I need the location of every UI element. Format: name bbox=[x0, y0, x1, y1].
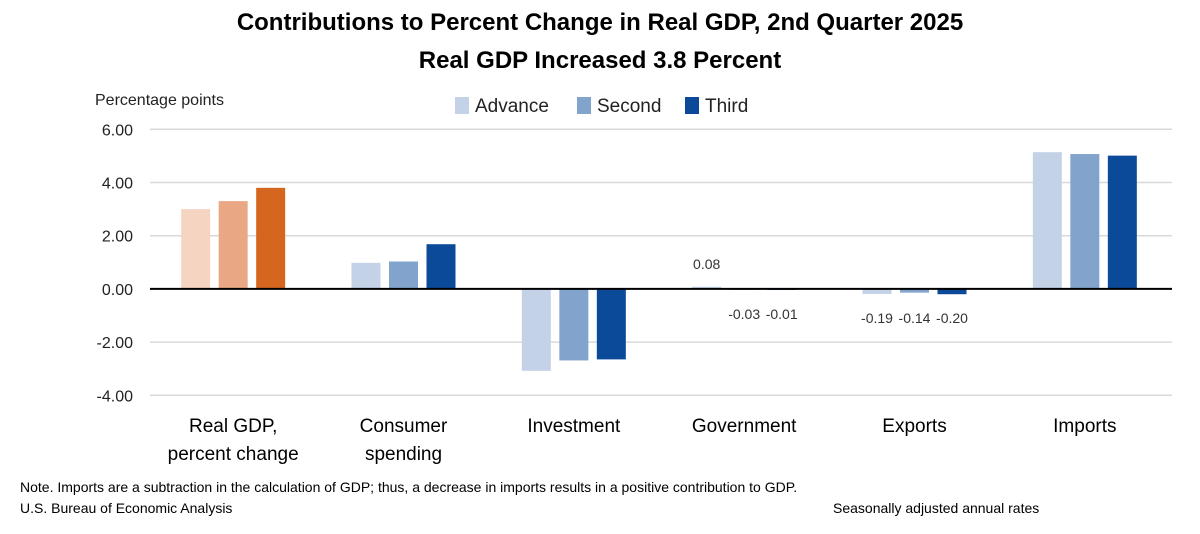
y-axis-ticks: -4.00 -2.00 0.00 2.00 4.00 6.00 bbox=[97, 122, 134, 405]
bar-third bbox=[596, 288, 626, 360]
y-axis-label: Percentage points bbox=[95, 92, 224, 109]
chart-subtitle: Real GDP Increased 3.8 Percent bbox=[419, 47, 781, 74]
bar-second bbox=[389, 261, 418, 289]
y-tick-label: 0.00 bbox=[102, 282, 133, 299]
bar-second bbox=[559, 288, 589, 361]
data-label: 0.08 bbox=[693, 256, 720, 272]
legend-swatch-third bbox=[685, 97, 699, 114]
bar-third bbox=[426, 244, 456, 289]
bar-third bbox=[937, 288, 967, 295]
x-tick-label: Real GDP, percent change bbox=[168, 416, 299, 465]
bar-advance bbox=[692, 286, 722, 289]
legend-label: Second bbox=[597, 96, 661, 117]
footer-rates: Seasonally adjusted annual rates bbox=[833, 500, 1039, 516]
bar-third bbox=[1107, 155, 1137, 289]
bar-advance bbox=[521, 288, 551, 371]
data-label: -0.14 bbox=[899, 310, 931, 326]
bar-advance bbox=[181, 209, 211, 289]
legend-label: Advance bbox=[475, 96, 549, 117]
legend-swatch-second bbox=[577, 97, 591, 114]
data-label: -0.19 bbox=[861, 310, 893, 326]
legend: Advance Second Third bbox=[455, 96, 748, 117]
x-tick-label: Investment bbox=[527, 416, 621, 437]
bar-second bbox=[1070, 154, 1100, 289]
y-tick-label: -4.00 bbox=[97, 388, 134, 405]
bar-second bbox=[900, 288, 929, 293]
data-label: -0.01 bbox=[766, 306, 798, 322]
x-tick-label: Exports bbox=[882, 416, 946, 437]
x-axis-labels: Real GDP, percent change Consumer spending I… bbox=[168, 416, 1117, 465]
bar-advance bbox=[1032, 152, 1062, 289]
footer-source: U.S. Bureau of Economic Analysis bbox=[20, 500, 232, 516]
bar-third bbox=[256, 187, 286, 289]
y-tick-label: 6.00 bbox=[102, 122, 133, 139]
y-tick-label: 4.00 bbox=[102, 176, 133, 193]
data-labels: 0.08 -0.03 -0.01 -0.19 -0.14 -0.20 bbox=[693, 256, 968, 326]
x-tick-label: Imports bbox=[1053, 416, 1116, 437]
legend-label: Third bbox=[705, 96, 748, 117]
y-tick-label: -2.00 bbox=[97, 335, 134, 352]
bar-second bbox=[218, 201, 248, 289]
x-tick-label: Consumer spending bbox=[360, 416, 448, 465]
bar-advance bbox=[351, 262, 381, 289]
footer-note: Note. Imports are a subtraction in the c… bbox=[20, 479, 797, 495]
chart-title: Contributions to Percent Change in Real … bbox=[237, 9, 963, 36]
data-label: -0.03 bbox=[728, 306, 760, 322]
legend-swatch-advance bbox=[455, 97, 469, 114]
bars bbox=[181, 152, 1137, 371]
x-tick-label: Government bbox=[692, 416, 797, 437]
gridlines bbox=[150, 128, 1172, 397]
bar-advance bbox=[862, 288, 892, 294]
data-label: -0.20 bbox=[936, 310, 968, 326]
y-tick-label: 2.00 bbox=[102, 229, 133, 246]
